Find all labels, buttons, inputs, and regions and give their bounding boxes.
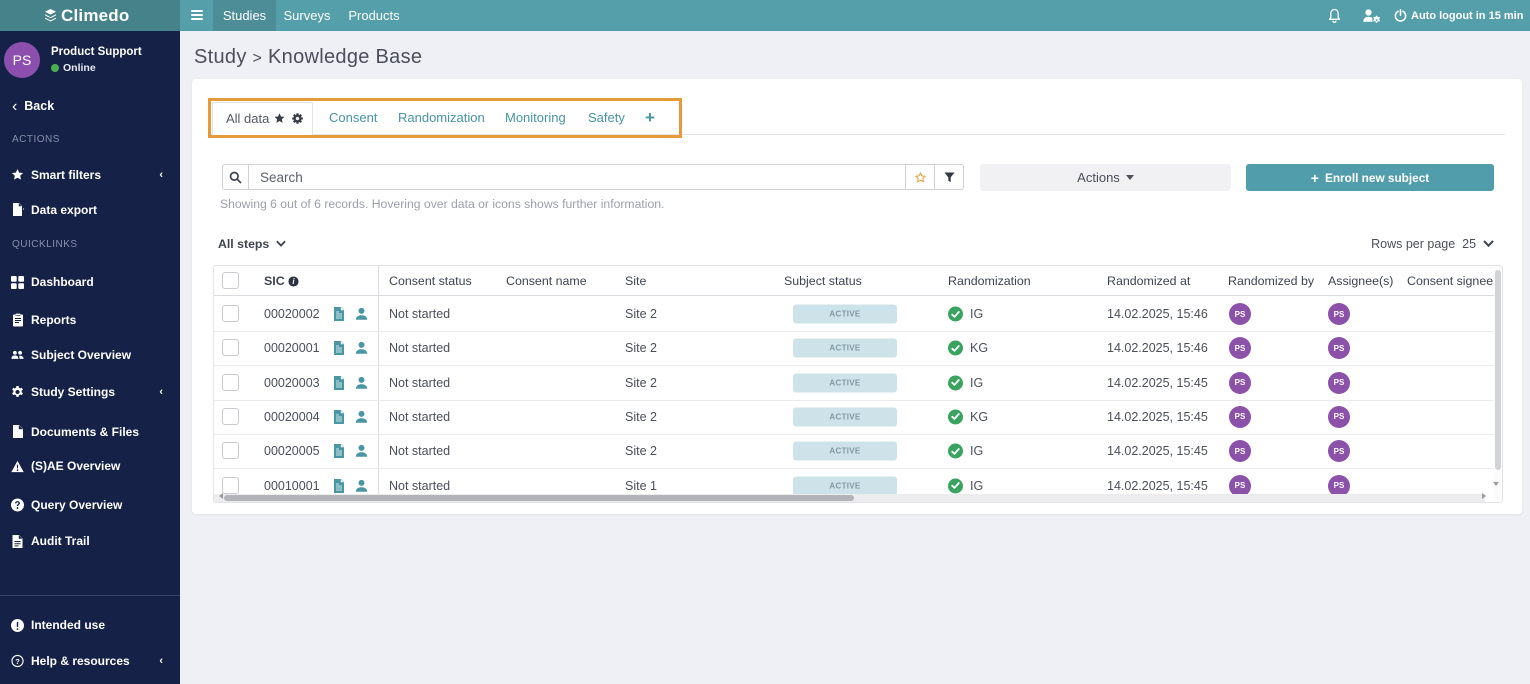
svg-text:?: ?: [15, 657, 20, 666]
svg-text:i: i: [293, 277, 296, 286]
